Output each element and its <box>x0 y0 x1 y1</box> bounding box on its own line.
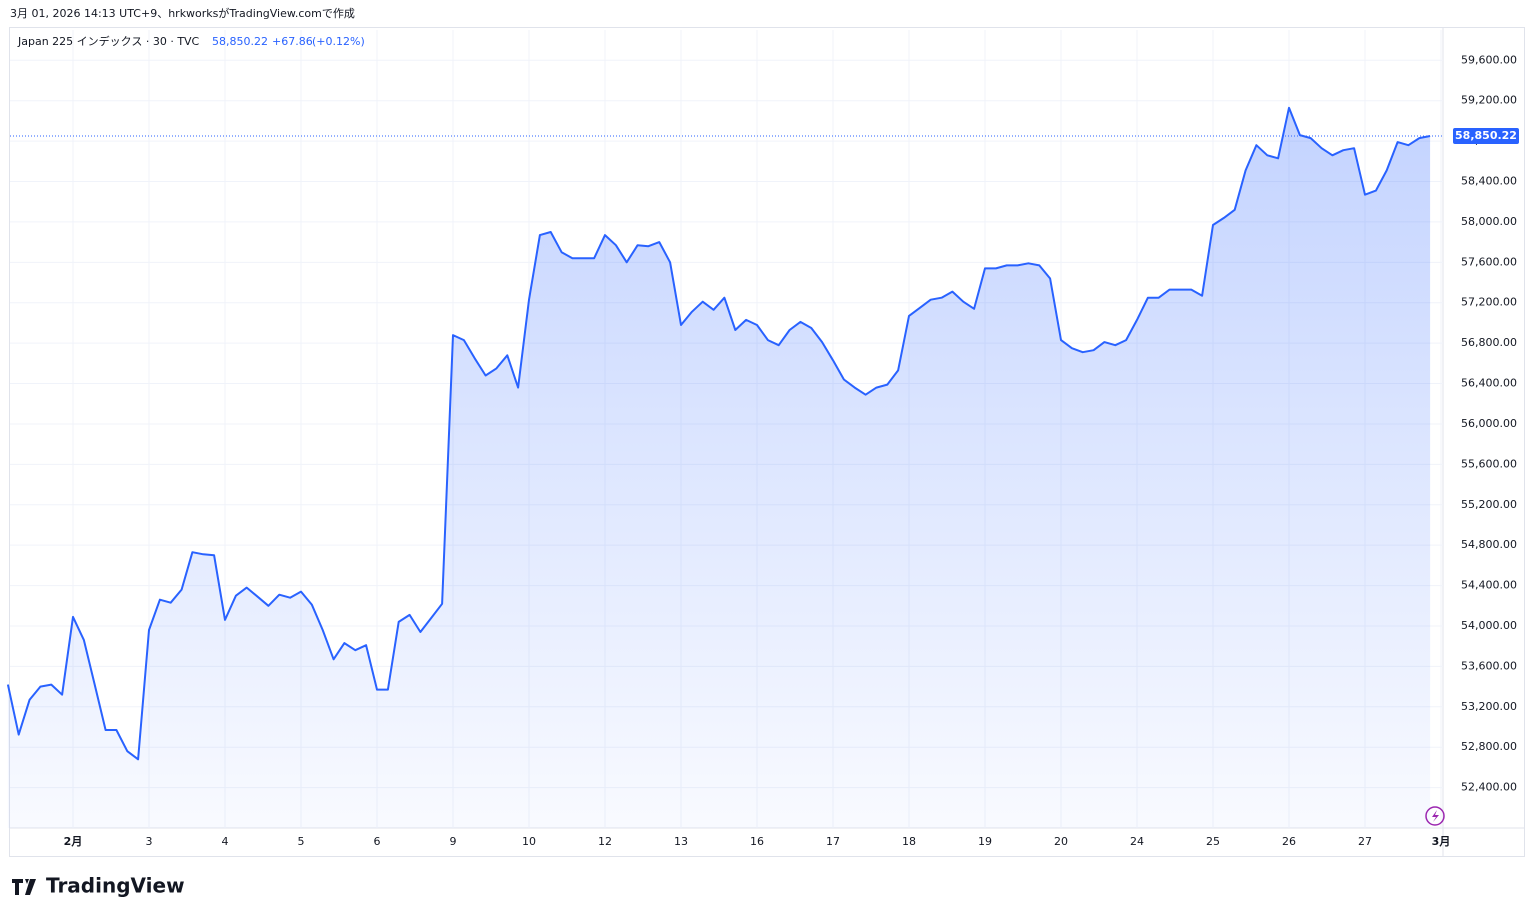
x-tick-label: 10 <box>522 835 536 848</box>
x-tick-label: 5 <box>298 835 305 848</box>
last-price-box <box>1453 128 1519 145</box>
y-tick-label: 58,400.00 <box>1461 175 1517 188</box>
x-tick-label: 16 <box>750 835 764 848</box>
y-tick-label: 59,200.00 <box>1461 94 1517 107</box>
x-tick-label: 18 <box>902 835 916 848</box>
y-tick-label: 57,600.00 <box>1461 255 1517 268</box>
y-tick-label: 56,400.00 <box>1461 377 1517 390</box>
x-tick-label: 2月 <box>64 835 83 848</box>
y-tick-label: 53,200.00 <box>1461 700 1517 713</box>
frame <box>9 27 1525 857</box>
price-line <box>6 106 1431 761</box>
y-tick-label: 52,400.00 <box>1461 781 1517 794</box>
x-tick-label: 3 <box>146 835 153 848</box>
x-tick-label: 17 <box>826 835 840 848</box>
brand-logo[interactable]: TradingView <box>12 874 185 898</box>
x-tick-label: 9 <box>450 835 457 848</box>
x-tick-label: 27 <box>1358 835 1372 848</box>
x-tick-label: 25 <box>1206 835 1220 848</box>
caption: 3月 01, 2026 14:13 UTC+9、hrkworksがTrading… <box>10 6 355 20</box>
x-tick-label: 13 <box>674 835 688 848</box>
y-tick-label: 52,800.00 <box>1461 740 1517 753</box>
y-tick-label: 55,600.00 <box>1461 457 1517 470</box>
x-tick-label: 3月 <box>1432 835 1451 848</box>
plot <box>6 106 1443 829</box>
last-price-label: 58,850.22 <box>1455 129 1517 142</box>
x-tick-label: 19 <box>978 835 992 848</box>
x-tick-label: 12 <box>598 835 612 848</box>
area-fill <box>7 107 1431 829</box>
y-tick-label: 57,200.00 <box>1461 296 1517 309</box>
y-tick-label: 59,600.00 <box>1461 53 1517 66</box>
y-tick-label: 54,000.00 <box>1461 619 1517 632</box>
y-tick-label: 58,000.00 <box>1461 215 1517 228</box>
y-tick-label: 54,800.00 <box>1461 538 1517 551</box>
y-tick-label: 55,200.00 <box>1461 498 1517 511</box>
x-tick-label: 4 <box>222 835 229 848</box>
snapshot-icon[interactable] <box>1425 806 1445 826</box>
x-tick-label: 20 <box>1054 835 1068 848</box>
y-tick-label: 56,800.00 <box>1461 336 1517 349</box>
y-tick-label: 53,600.00 <box>1461 659 1517 672</box>
symbol: Japan 225 インデックス · 30 · TVC <box>17 34 200 48</box>
brand: TradingView <box>46 874 185 898</box>
x-tick-label: 6 <box>374 835 381 848</box>
y-tick-label: 54,400.00 <box>1461 579 1517 592</box>
change-percent: (+0.12%) <box>312 35 365 48</box>
x-tick-label: 26 <box>1282 835 1296 848</box>
x-tick-label: 24 <box>1130 835 1144 848</box>
header-price: 58,850.22 <box>212 35 268 48</box>
y-tick-label: 56,000.00 <box>1461 417 1517 430</box>
change: +67.86 <box>272 35 313 48</box>
